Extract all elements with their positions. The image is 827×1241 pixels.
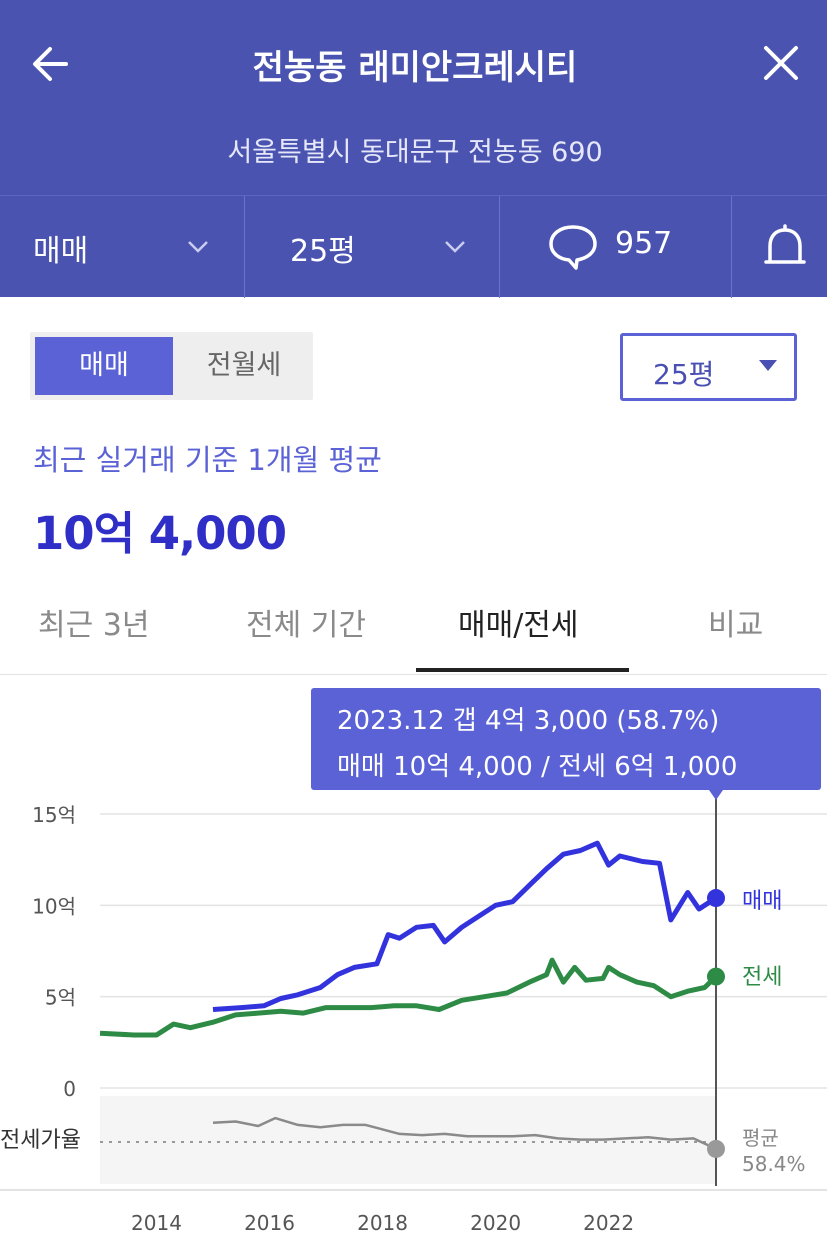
ratio-panel-bg <box>100 1096 716 1184</box>
ratio-label: 전세가율 <box>0 1128 81 1153</box>
y-tick-label: 15억 <box>32 803 76 827</box>
tab-all-period[interactable]: 전체 기간 <box>246 608 366 643</box>
trade-type-select[interactable]: 매매 <box>0 196 245 298</box>
jeonse-ratio-line <box>212 1116 717 1151</box>
app-header: 전농동 래미안크레시티 서울특별시 동대문구 전농동 690 매매 25평 95… <box>0 0 827 298</box>
notification-button[interactable] <box>732 196 827 298</box>
trade-toggle: 매매 전월세 <box>30 332 313 400</box>
size-label: 25평 <box>290 234 356 269</box>
price-chart[interactable]: 15억 10억 5억 0 2014 2016 2018 2020 2022 전세가율 매매 전… <box>0 790 827 1241</box>
legend-jeonse: 전세 <box>742 965 782 990</box>
chart-tabs: 최근 3년 전체 기간 매매/전세 비교 <box>0 580 827 675</box>
y-tick-label: 5억 <box>45 986 76 1010</box>
y-tick-label: 0 <box>63 1077 76 1101</box>
close-icon[interactable] <box>752 38 808 90</box>
back-arrow-icon[interactable] <box>26 38 78 90</box>
price-basis: 최근 실거래 기준 1개월 평균 <box>33 443 382 477</box>
chevron-down-icon <box>188 241 208 253</box>
active-tab-indicator <box>416 668 629 672</box>
toggle-sale[interactable]: 매매 <box>35 337 173 395</box>
x-tick-label: 2014 <box>131 1211 182 1235</box>
y-tick-label: 10억 <box>32 894 76 918</box>
size-select[interactable]: 25평 <box>245 196 500 298</box>
average-price: 10억 4,000 <box>33 507 287 560</box>
ratio-avg-value: 58.4% <box>742 1152 806 1176</box>
tab-compare[interactable]: 비교 <box>708 608 764 643</box>
tooltip-price-line: 매매 10억 4,000 / 전세 6억 1,000 <box>337 752 738 782</box>
tab-sale-jeonse[interactable]: 매매/전세 <box>458 608 579 643</box>
address: 서울특별시 동대문구 전농동 690 <box>227 137 603 168</box>
comment-count: 957 <box>615 226 673 261</box>
toggle-rent[interactable]: 전월세 <box>206 350 282 381</box>
ratio-endpoint-marker <box>707 1139 725 1158</box>
caret-down-icon <box>759 360 777 371</box>
jeonse-endpoint-marker <box>707 967 725 986</box>
size-dropdown[interactable]: 25평 <box>620 333 797 401</box>
comments-button[interactable]: 957 <box>500 196 732 298</box>
page-title: 전농동 래미안크레시티 <box>252 48 578 88</box>
sale-price-line <box>212 840 718 1012</box>
x-tick-label: 2018 <box>357 1211 408 1235</box>
sale-endpoint-marker <box>707 889 725 908</box>
chart-tooltip: 2023.12 갭 4억 3,000 (58.7%) 매매 10억 4,000 … <box>311 688 821 790</box>
size-dropdown-label: 25평 <box>653 358 715 391</box>
tooltip-pointer <box>709 790 723 800</box>
tooltip-gap-line: 2023.12 갭 4억 3,000 (58.7%) <box>337 706 720 736</box>
legend-sale: 매매 <box>742 889 782 914</box>
trade-type-label: 매매 <box>33 234 89 269</box>
filter-bar: 매매 25평 957 <box>0 195 827 298</box>
bell-icon <box>764 224 806 264</box>
x-tick-label: 2016 <box>244 1211 295 1235</box>
ratio-avg-label: 평균 <box>742 1126 779 1150</box>
chevron-down-icon <box>445 241 465 253</box>
speech-bubble-icon <box>549 225 597 270</box>
tab-recent-3y[interactable]: 최근 3년 <box>38 608 150 643</box>
x-tick-label: 2020 <box>470 1211 521 1235</box>
jeonse-price-line <box>99 957 718 1038</box>
x-tick-label: 2022 <box>583 1211 634 1235</box>
